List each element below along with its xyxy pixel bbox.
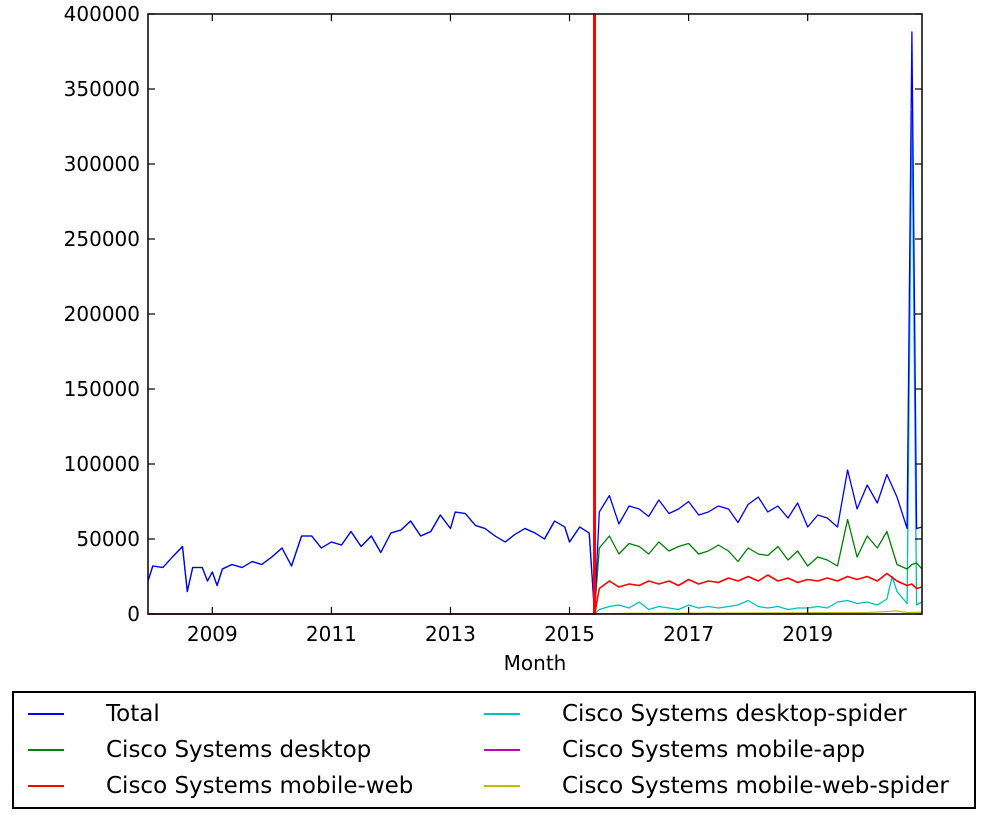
legend-swatch — [28, 785, 64, 787]
series-line-total — [147, 31, 923, 614]
legend-item: Cisco Systems desktop — [28, 734, 371, 766]
legend-swatch — [484, 713, 520, 715]
y-tick-label: 50000 — [76, 527, 140, 551]
plot-area — [147, 13, 923, 615]
legend-item: Cisco Systems desktop-spider — [484, 698, 907, 730]
x-axis-label: Month — [504, 651, 567, 675]
legend: Total Cisco Systems desktop Cisco Systems … — [12, 691, 976, 809]
legend-item: Cisco Systems mobile-app — [484, 734, 865, 766]
x-axis: 2009 2011 2013 2015 2017 2019 — [187, 14, 833, 646]
legend-item: Cisco Systems mobile-web — [28, 770, 413, 802]
line-chart: 0 50000 100000 150000 200000 250000 300000 3500… — [64, 2, 923, 675]
legend-label: Total — [106, 701, 160, 727]
legend-swatch — [484, 785, 520, 787]
y-tick-label: 0 — [127, 602, 140, 626]
x-tick-label: 2019 — [782, 622, 833, 646]
y-tick-label: 350000 — [64, 77, 140, 101]
legend-item: Cisco Systems mobile-web-spider — [484, 770, 949, 802]
legend-item: Total — [28, 698, 160, 730]
legend-swatch — [28, 749, 64, 751]
y-tick-label: 250000 — [64, 227, 140, 251]
series-line-cisco-systems-mobile-web — [148, 13, 923, 615]
x-tick-label: 2013 — [425, 622, 476, 646]
y-tick-label: 300000 — [64, 152, 140, 176]
x-tick-label: 2009 — [187, 622, 238, 646]
legend-label: Cisco Systems mobile-web — [106, 773, 414, 799]
y-tick-label: 100000 — [64, 452, 140, 476]
y-tick-label: 400000 — [64, 2, 140, 26]
series-line-cisco-systems-desktop-spider — [148, 110, 923, 615]
legend-swatch — [484, 749, 520, 751]
legend-label: Cisco Systems mobile-app — [562, 737, 866, 763]
x-tick-label: 2011 — [306, 622, 357, 646]
legend-label: Cisco Systems desktop — [106, 737, 372, 763]
y-axis: 0 50000 100000 150000 200000 250000 300000 3500… — [64, 2, 922, 626]
x-tick-label: 2015 — [544, 622, 595, 646]
legend-label: Cisco Systems mobile-web-spider — [562, 773, 949, 799]
legend-swatch — [28, 713, 64, 715]
x-tick-label: 2017 — [663, 622, 714, 646]
y-tick-label: 150000 — [64, 377, 140, 401]
y-tick-label: 200000 — [64, 302, 140, 326]
legend-label: Cisco Systems desktop-spider — [562, 701, 907, 727]
